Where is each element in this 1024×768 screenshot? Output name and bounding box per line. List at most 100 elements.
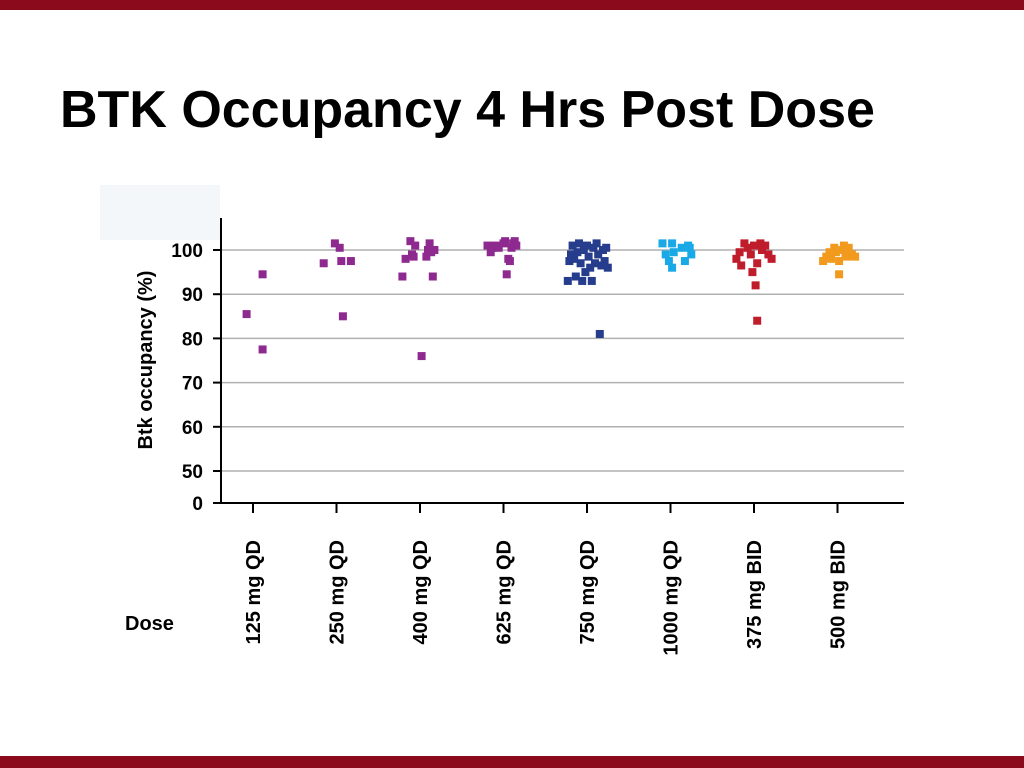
data-point xyxy=(602,243,611,252)
x-tick-label: 1000 mg QD xyxy=(661,540,683,656)
data-point xyxy=(430,246,439,254)
data-point xyxy=(735,248,744,257)
data-point xyxy=(597,261,606,270)
data-point xyxy=(753,259,762,268)
data-point xyxy=(764,250,773,259)
data-point xyxy=(658,239,667,248)
data-point xyxy=(573,248,582,257)
data-point xyxy=(258,270,267,279)
data-point xyxy=(748,268,757,277)
data-point xyxy=(583,241,591,250)
data-points xyxy=(242,237,860,361)
data-point xyxy=(330,239,339,248)
data-point xyxy=(494,243,503,252)
y-tick-label: 80 xyxy=(182,329,203,350)
data-point xyxy=(750,241,758,250)
data-point xyxy=(570,254,579,263)
data-point xyxy=(571,272,580,281)
y-tick-label: 90 xyxy=(182,285,203,306)
data-point xyxy=(335,243,344,252)
data-point xyxy=(242,310,251,319)
y-tick-label: 60 xyxy=(182,418,203,439)
data-point xyxy=(664,257,673,266)
data-point xyxy=(740,239,749,248)
data-point xyxy=(401,254,410,263)
data-point xyxy=(851,252,860,261)
data-point xyxy=(512,241,521,250)
data-point xyxy=(398,272,407,281)
data-point xyxy=(584,252,593,261)
slide-title: BTK Occupancy 4 Hrs Post Dose xyxy=(60,81,875,139)
data-point xyxy=(589,243,598,252)
data-point xyxy=(586,263,595,272)
axes xyxy=(220,218,904,504)
data-point xyxy=(758,246,766,254)
data-point xyxy=(422,252,431,261)
data-point xyxy=(567,250,575,259)
x-tick-label: 625 mg QD xyxy=(494,540,516,644)
data-point xyxy=(483,241,492,250)
data-point xyxy=(594,250,603,259)
data-point xyxy=(565,257,574,266)
data-point xyxy=(595,329,604,338)
data-point xyxy=(505,257,514,266)
data-point xyxy=(406,237,415,246)
data-point xyxy=(839,241,848,250)
data-point xyxy=(507,243,516,252)
data-point xyxy=(822,252,831,261)
y-tick-label: 50 xyxy=(182,462,203,483)
data-point xyxy=(677,243,686,252)
data-point xyxy=(753,316,762,325)
data-point xyxy=(835,270,844,279)
x-tick-label: 375 mg BID xyxy=(744,540,766,649)
x-tick-label: 750 mg QD xyxy=(577,540,599,644)
data-point xyxy=(737,261,746,270)
data-point xyxy=(428,272,437,281)
top-accent-bar xyxy=(0,0,1024,10)
y-tick-label: 70 xyxy=(182,374,203,395)
data-point xyxy=(319,259,328,268)
data-point xyxy=(668,263,677,272)
data-point xyxy=(827,254,836,263)
data-point xyxy=(819,257,828,266)
x-tick-label: 500 mg BID xyxy=(828,540,850,649)
data-point xyxy=(592,239,601,248)
data-point xyxy=(501,237,510,246)
data-point xyxy=(668,239,677,248)
y-tick-label: 0 xyxy=(192,494,203,515)
y-tick-labels: 0 50 60 70 80 90 100 xyxy=(171,241,221,515)
x-tick-label: 400 mg QD xyxy=(410,540,432,644)
data-point xyxy=(576,259,585,268)
data-point xyxy=(600,257,609,266)
data-point xyxy=(844,243,853,252)
data-point xyxy=(563,276,572,285)
data-point xyxy=(346,257,355,266)
data-point xyxy=(732,254,741,263)
grid-lines xyxy=(221,249,904,472)
data-point xyxy=(685,243,694,252)
data-point xyxy=(417,352,426,361)
data-point xyxy=(502,270,511,279)
data-point xyxy=(756,239,765,248)
data-point xyxy=(568,241,577,250)
data-point xyxy=(835,257,844,266)
data-point xyxy=(751,281,760,290)
data-point xyxy=(825,248,834,257)
data-point xyxy=(767,254,776,263)
data-point xyxy=(425,239,434,248)
chart-background-fade xyxy=(100,185,220,240)
data-point xyxy=(831,248,840,257)
data-point xyxy=(743,243,752,252)
data-point xyxy=(579,246,588,254)
data-point xyxy=(337,257,346,266)
data-point xyxy=(761,241,770,250)
data-point xyxy=(843,252,852,261)
y-axis-label: Btk occupancy (%) xyxy=(135,271,157,450)
data-point xyxy=(486,248,495,257)
data-point xyxy=(591,259,599,268)
data-point xyxy=(661,250,670,259)
bottom-accent-bar xyxy=(0,756,1024,768)
data-point xyxy=(669,248,678,257)
data-point xyxy=(409,252,418,261)
data-point xyxy=(258,345,267,354)
